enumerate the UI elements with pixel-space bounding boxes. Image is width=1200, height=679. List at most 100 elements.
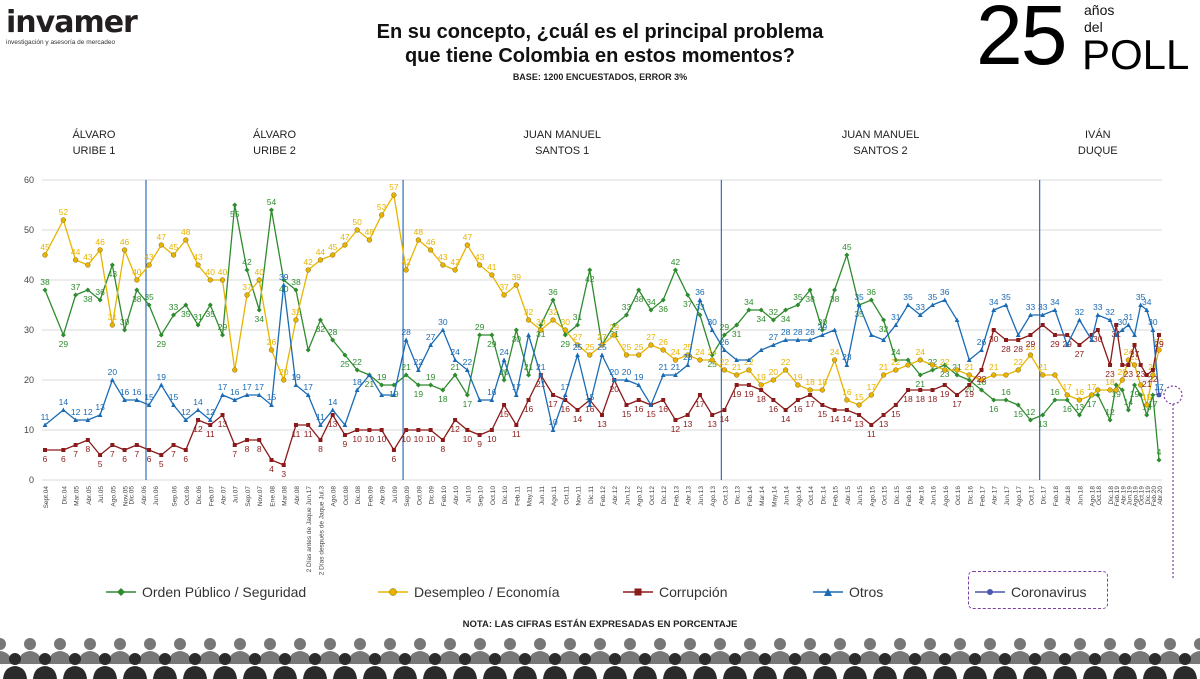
data-point: [942, 297, 948, 302]
data-point: [1138, 363, 1143, 367]
data-label: 25: [1026, 342, 1036, 352]
data-point: [881, 413, 886, 417]
data-label: 15: [854, 392, 864, 402]
data-label: 40: [218, 267, 228, 277]
data-label: 9: [477, 439, 482, 449]
data-point: [1150, 372, 1156, 378]
data-label: 37: [499, 282, 509, 292]
data-point: [550, 427, 556, 432]
data-label: 14: [720, 414, 730, 424]
x-tick-label: Oct.09: [416, 486, 423, 506]
data-label: 24: [695, 347, 705, 357]
data-label: 15: [1013, 409, 1023, 419]
data-label: 32: [524, 307, 534, 317]
person-silhouette-icon: [93, 653, 117, 679]
data-point: [477, 397, 482, 402]
data-label: 17: [1087, 382, 1097, 392]
data-label: 17: [561, 382, 571, 392]
data-label: 43: [144, 252, 154, 262]
data-label: 7: [73, 449, 78, 459]
data-label: 15: [267, 392, 277, 402]
data-label: 16: [1062, 404, 1072, 414]
data-point: [305, 267, 311, 273]
data-label: 17: [254, 382, 264, 392]
data-point: [183, 448, 188, 452]
data-label: 25: [634, 342, 644, 352]
data-label: 38: [291, 277, 301, 287]
data-label: 32: [769, 307, 779, 317]
x-tick-label: Jun.17: [1004, 486, 1011, 506]
data-label: 24: [707, 347, 717, 357]
x-tick-label: Abr.06: [141, 486, 148, 505]
data-label: 5: [159, 459, 164, 469]
data-label: 39: [279, 272, 289, 282]
period-label: ÁLVARO: [253, 128, 296, 141]
data-point: [207, 302, 213, 308]
data-label: 32: [316, 324, 326, 334]
data-point: [1150, 392, 1156, 398]
data-point: [1003, 372, 1009, 378]
data-point: [1040, 372, 1046, 378]
person-silhouette-icon: [303, 653, 327, 679]
data-label: 17: [1148, 399, 1158, 409]
data-point: [868, 297, 874, 303]
data-point: [1077, 343, 1082, 347]
data-point: [183, 237, 189, 243]
y-tick-label: 40: [24, 275, 34, 285]
data-label: 8: [245, 444, 250, 454]
data-label: 29: [561, 339, 571, 349]
data-point: [783, 367, 789, 373]
data-label: 31: [891, 312, 901, 322]
person-silhouette-icon: [123, 653, 147, 679]
data-point: [330, 407, 336, 412]
data-point: [1052, 372, 1058, 378]
data-label: 35: [1001, 292, 1011, 302]
data-label: 12: [671, 424, 681, 434]
data-label: 23: [940, 369, 950, 379]
data-label: 14: [328, 397, 338, 407]
data-point: [819, 332, 825, 337]
data-label: 13: [95, 402, 105, 412]
data-point: [807, 337, 813, 342]
data-label: 48: [365, 227, 375, 237]
data-label: 31: [536, 329, 546, 339]
x-tick-label: Nov.07: [257, 486, 264, 506]
data-label: 10: [401, 434, 411, 444]
data-point: [391, 448, 396, 452]
data-point: [978, 377, 985, 383]
data-label: 11: [304, 429, 313, 439]
person-silhouette-icon: [588, 638, 612, 664]
data-point: [379, 392, 385, 397]
person-silhouette-icon: [603, 653, 627, 679]
data-point: [158, 382, 164, 387]
data-point: [1108, 363, 1113, 367]
x-tick-label: Abr.05: [86, 486, 93, 505]
data-point: [477, 332, 483, 338]
person-silhouette-icon: [108, 638, 132, 664]
data-point: [1132, 332, 1137, 337]
data-point: [746, 367, 752, 373]
data-label: 18: [928, 394, 938, 404]
data-label: 35: [144, 292, 154, 302]
data-point: [905, 362, 911, 368]
data-point: [43, 448, 47, 452]
data-point: [293, 317, 299, 323]
data-point: [465, 428, 470, 432]
data-label: 37: [683, 299, 693, 309]
person-silhouette-icon: [678, 638, 702, 664]
data-label: 15: [891, 409, 901, 419]
data-label: 44: [71, 247, 81, 257]
data-point: [929, 362, 936, 368]
data-point: [452, 267, 458, 273]
data-point: [158, 332, 164, 338]
data-label: 16: [1075, 387, 1085, 397]
data-point: [122, 327, 128, 333]
data-label: 15: [144, 392, 154, 402]
data-label: 11: [292, 429, 301, 439]
data-label: 32: [879, 324, 889, 334]
data-label: 28: [781, 327, 791, 337]
data-point: [330, 413, 335, 417]
data-point: [220, 413, 225, 417]
data-label: 17: [952, 399, 962, 409]
data-label: 54: [267, 197, 277, 207]
